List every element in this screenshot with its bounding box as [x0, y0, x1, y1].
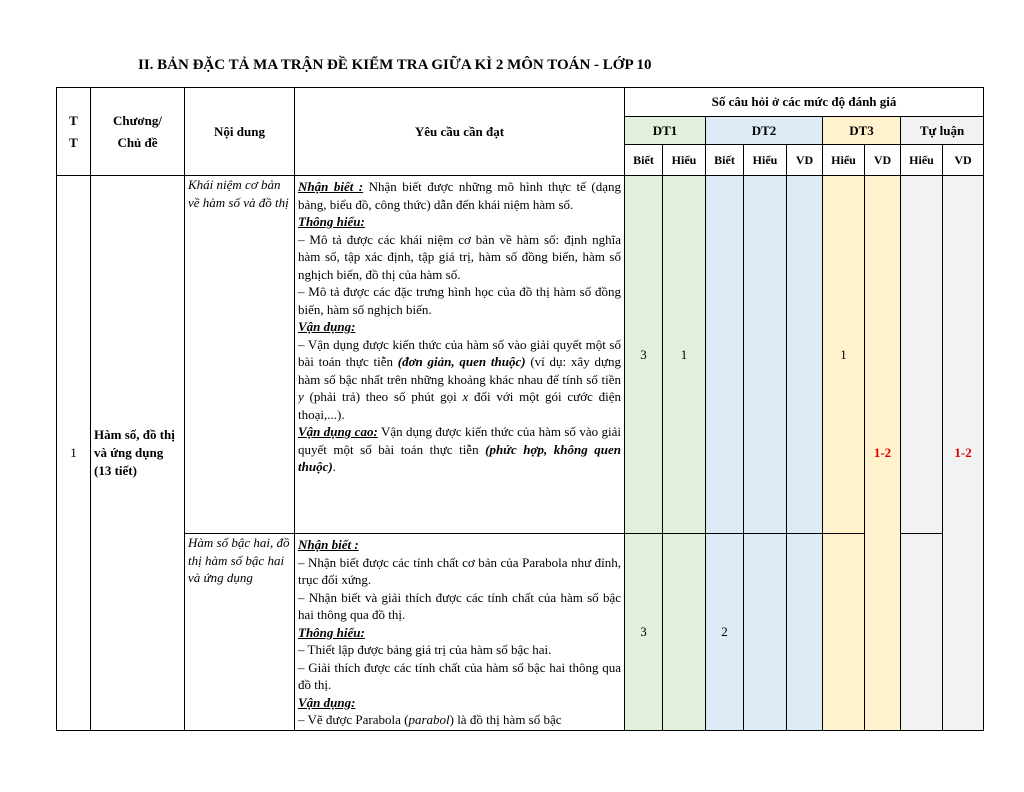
requirement-line: Nhận biết : [298, 536, 621, 554]
level-header: Biết [705, 144, 744, 176]
content-name: Khái niệm cơ bản về hàm số và đồ thị [184, 175, 295, 534]
level-heading: Nhận biết : [298, 537, 359, 552]
level-header: VD [786, 144, 823, 176]
question-count [900, 533, 943, 731]
text: – Nhận biết được các tính chất cơ bản củ… [298, 554, 621, 588]
topic-name: Hàm số, đồ thị và ứng dụng (13 tiết) [90, 175, 185, 731]
requirement-text: Nhận biết : – Nhận biết được các tính chấ… [298, 536, 621, 730]
text: – Nhận biết và giải thích được các tính … [298, 589, 621, 623]
question-count [786, 533, 823, 731]
requirement-line: – Mô tả được các đặc trưng hình học của … [298, 283, 621, 318]
requirement-line: – Mô tả được các khái niệm cơ bản về hàm… [298, 231, 621, 284]
level-heading: Vận dụng: [298, 694, 356, 710]
emphasis: y [298, 389, 304, 404]
requirement-line: – Nhận biết và giải thích được các tính … [298, 589, 621, 624]
text: Nhận biết được những mô hình thực tế (dạ… [298, 179, 621, 212]
topic-number: 1 [56, 175, 91, 731]
body-row: 1 Hàm số, đồ thị và ứng dụng (13 tiết) Khá… [56, 175, 985, 731]
emphasis: (phức hợp, không quen thuộc) [298, 441, 621, 475]
text: (ví dụ: xây dựng hàm số bậc nhất trên nh… [298, 354, 621, 387]
header-row: T T Chương/ Chủ đề Nội dung Yêu cầu cần đạt… [56, 87, 985, 176]
matrix-table: T T Chương/ Chủ đề Nội dung Yêu cầu cần đạt… [56, 87, 985, 731]
level-header: Hiểu [743, 144, 787, 176]
emphasis: parabol [408, 712, 450, 727]
text: đối với một gói cước điện thoại,...). [298, 389, 621, 422]
requirement-line: Vận dụng cao: Vận dụng được kiến thức củ… [298, 423, 621, 476]
question-count [662, 533, 706, 731]
requirement-line: – Nhận biết được các tính chất cơ bản củ… [298, 554, 621, 589]
requirement-line: – Vẽ được Parabola (parabol) là đồ thị h… [298, 711, 621, 729]
requirement-line: Vận dụng: [298, 318, 621, 336]
level-header: Hiểu [822, 144, 865, 176]
text: . [332, 459, 336, 474]
question-count: 3 [624, 533, 663, 731]
level-heading: Nhận biết : [298, 179, 364, 194]
group-header: DT2 [705, 116, 823, 145]
level-header: Hiểu [900, 144, 943, 176]
requirement-line: – Giải thích được các tính chất của hàm … [298, 659, 621, 694]
level-heading: Vận dụng: [298, 319, 356, 334]
text: – Vận dụng được kiến thức của hàm số vào… [298, 336, 621, 370]
question-count [822, 533, 865, 731]
level-heading: Vận dụng cao: [298, 424, 378, 439]
text: – Vẽ được Parabola ( [298, 712, 409, 727]
level-header: Biết [624, 144, 663, 176]
text: – Mô tả được các đặc trưng hình học của … [298, 284, 621, 317]
question-count [786, 175, 823, 534]
requirements: Nhận biết : – Nhận biết được các tính chấ… [294, 533, 625, 731]
text: – Mô tả được các khái niệm cơ bản về hàm… [298, 231, 621, 282]
header-levels: Số câu hỏi ở các mức độ đánh giá [623, 87, 985, 117]
question-count: 2 [705, 533, 744, 731]
question-count: 1-2 [864, 175, 901, 731]
requirement-line: – Thiết lập được bảng giá trị của hàm số… [298, 641, 621, 659]
text: (phải trả) theo số phút gọi [303, 389, 463, 404]
question-count: 1-2 [941, 175, 985, 731]
text: Vận dụng được kiến thức của hàm số vào g… [298, 424, 621, 457]
emphasis: x [462, 389, 469, 404]
emphasis: (đơn giản, quen thuộc) [397, 354, 526, 369]
header-chapter: Chương/ Chủ đề [90, 87, 185, 176]
group-header: DT1 [624, 116, 706, 145]
text: – Giải thích được các tính chất của hàm … [298, 659, 621, 693]
requirement-line: Nhận biết : Nhận biết được những mô hình… [298, 178, 621, 213]
level-heading: Thông hiểu: [298, 214, 365, 229]
requirement-line: Vận dụng: [298, 694, 621, 712]
requirement-text: Nhận biết : Nhận biết được những mô hình… [298, 178, 621, 533]
question-count [705, 175, 744, 534]
question-count: 1 [822, 175, 865, 534]
header-tt: T T [56, 87, 91, 176]
group-header: DT3 [822, 116, 901, 145]
content-name: Hàm số bậc hai, đồ thị hàm số bậc hai và… [184, 533, 295, 731]
level-header: Hiểu [662, 144, 706, 176]
level-header: VD [941, 144, 985, 176]
question-count: 1 [662, 175, 706, 534]
question-count [900, 175, 943, 534]
body-row: Hàm số bậc hai, đồ thị hàm số bậc hai và… [57, 533, 984, 731]
text: – Thiết lập được bảng giá trị của hàm số… [298, 642, 552, 657]
question-count: 3 [624, 175, 663, 534]
requirement-line: Thông hiểu: [298, 624, 621, 642]
page-title: II. BẢN ĐẶC TẢ MA TRẬN ĐỀ KIỂM TRA GIỮA … [138, 57, 652, 73]
header-requirement: Yêu cầu cần đạt [294, 87, 625, 176]
text: ) là đồ thị hàm số bậc [449, 712, 562, 727]
requirements: Nhận biết : Nhận biết được những mô hình… [294, 175, 625, 534]
level-header: VD [864, 144, 901, 176]
header-row: DT1 DT2 DT3 Tự luận [57, 116, 985, 145]
header-content: Nội dung [184, 87, 295, 176]
requirement-line: Thông hiểu: [298, 213, 621, 231]
question-count [743, 175, 787, 534]
requirement-line: – Vận dụng được kiến thức của hàm số vào… [298, 336, 621, 424]
level-heading: Thông hiểu: [298, 624, 365, 640]
question-count [743, 533, 787, 731]
group-header: Tự luận [899, 116, 985, 145]
